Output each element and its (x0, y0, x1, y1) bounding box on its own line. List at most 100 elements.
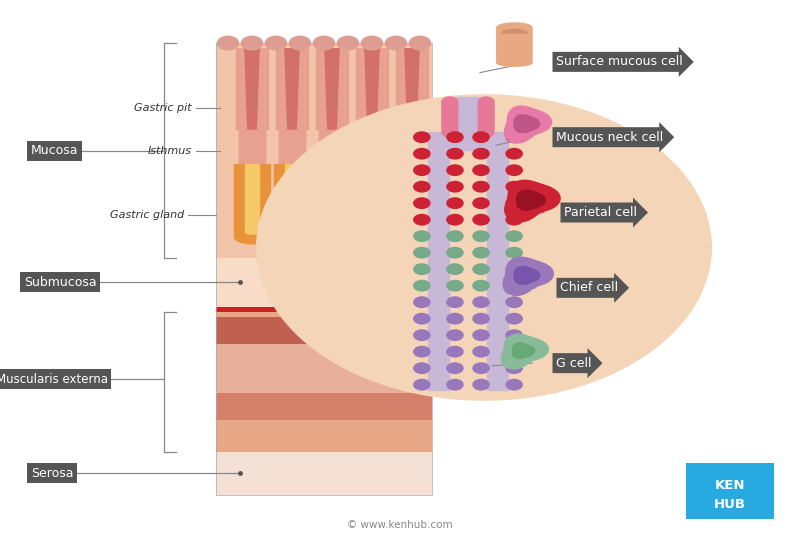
Polygon shape (285, 231, 299, 234)
Circle shape (265, 36, 287, 51)
Circle shape (446, 329, 464, 341)
Circle shape (441, 105, 458, 117)
Circle shape (256, 94, 712, 401)
Circle shape (472, 214, 490, 225)
Polygon shape (325, 231, 339, 234)
Circle shape (446, 313, 464, 324)
Bar (216, 452, 432, 495)
Polygon shape (285, 164, 299, 231)
Text: Mucous neck cell: Mucous neck cell (556, 131, 663, 144)
FancyBboxPatch shape (686, 463, 774, 519)
Polygon shape (405, 46, 419, 129)
Circle shape (472, 346, 490, 358)
Polygon shape (517, 190, 546, 210)
Circle shape (446, 280, 464, 292)
Text: Isthmus: Isthmus (148, 146, 192, 155)
Circle shape (446, 362, 464, 374)
Polygon shape (276, 46, 308, 164)
Circle shape (506, 379, 523, 391)
Polygon shape (487, 132, 508, 390)
Circle shape (413, 313, 430, 324)
Text: HUB: HUB (714, 498, 746, 511)
Circle shape (385, 36, 407, 51)
Circle shape (441, 122, 458, 133)
Circle shape (506, 148, 523, 160)
Circle shape (441, 117, 458, 129)
Circle shape (472, 362, 490, 374)
Text: G cell: G cell (556, 357, 591, 370)
Text: Serosa: Serosa (30, 467, 74, 480)
Circle shape (413, 131, 430, 143)
Circle shape (413, 379, 430, 391)
Polygon shape (245, 164, 259, 231)
Circle shape (441, 96, 458, 108)
Circle shape (472, 181, 490, 193)
Circle shape (413, 230, 430, 242)
Circle shape (413, 181, 430, 193)
Circle shape (506, 197, 523, 209)
Polygon shape (314, 164, 350, 237)
Polygon shape (319, 129, 345, 164)
Polygon shape (245, 231, 259, 234)
Circle shape (506, 263, 523, 275)
Circle shape (472, 164, 490, 176)
Bar (216, 43, 432, 495)
Circle shape (478, 117, 495, 129)
Circle shape (446, 197, 464, 209)
Circle shape (413, 329, 430, 341)
Circle shape (472, 329, 490, 341)
Polygon shape (399, 129, 425, 164)
Polygon shape (505, 180, 560, 222)
Circle shape (478, 101, 495, 112)
Text: Gastric pit: Gastric pit (134, 103, 192, 112)
Polygon shape (428, 132, 508, 151)
Circle shape (241, 36, 263, 51)
Circle shape (413, 346, 430, 358)
Circle shape (446, 148, 464, 160)
Circle shape (441, 101, 458, 112)
Text: Gastric gland: Gastric gland (110, 210, 184, 220)
Circle shape (413, 296, 430, 308)
Polygon shape (279, 129, 305, 164)
Bar (216, 307, 432, 317)
Circle shape (441, 126, 458, 138)
Bar (216, 420, 432, 452)
Circle shape (413, 247, 430, 259)
Circle shape (478, 113, 495, 125)
Circle shape (506, 131, 523, 143)
Polygon shape (405, 164, 419, 231)
Circle shape (506, 313, 523, 324)
Circle shape (472, 263, 490, 275)
Circle shape (446, 247, 464, 259)
Circle shape (506, 280, 523, 292)
Polygon shape (502, 30, 526, 33)
Circle shape (506, 296, 523, 308)
Circle shape (446, 214, 464, 225)
Circle shape (446, 263, 464, 275)
Polygon shape (354, 237, 390, 244)
Polygon shape (365, 231, 379, 234)
Polygon shape (365, 46, 379, 129)
Polygon shape (325, 46, 339, 129)
Polygon shape (456, 97, 480, 134)
Circle shape (361, 36, 383, 51)
Circle shape (478, 109, 495, 121)
Polygon shape (285, 46, 299, 129)
Circle shape (217, 36, 239, 51)
Polygon shape (354, 164, 390, 237)
Polygon shape (274, 164, 310, 237)
Bar (216, 258, 432, 307)
Circle shape (446, 346, 464, 358)
Text: Chief cell: Chief cell (560, 281, 618, 294)
Circle shape (472, 280, 490, 292)
Circle shape (472, 313, 490, 324)
Circle shape (446, 379, 464, 391)
Polygon shape (396, 46, 428, 164)
Circle shape (472, 247, 490, 259)
Text: KEN: KEN (714, 479, 745, 492)
Circle shape (289, 36, 311, 51)
Circle shape (446, 164, 464, 176)
Polygon shape (356, 46, 388, 164)
Circle shape (441, 109, 458, 121)
Bar (216, 304, 432, 312)
